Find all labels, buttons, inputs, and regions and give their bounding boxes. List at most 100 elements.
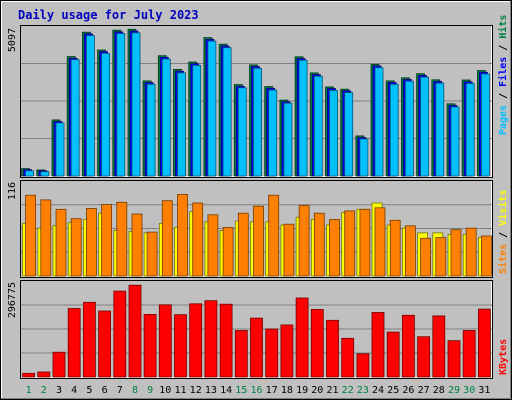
top-panel-ymax-label: 5097 (7, 28, 18, 52)
bar-kbytes-day-29 (447, 340, 461, 378)
bar-pages-day-1 (25, 170, 35, 177)
bar-sites-day-29 (450, 229, 462, 277)
bar-sites-day-4 (70, 218, 82, 277)
x-tick-label-10: 10 (159, 385, 171, 396)
panel-middle (20, 180, 493, 278)
bar-kbytes-day-19 (295, 297, 309, 378)
x-axis-day-labels: 1 2 3 4 5 6 7 8 9 10 11 12 13 14 15 16 17 18 19 20 21 22 23 24 2… (26, 385, 491, 396)
bar-kbytes-day-7 (113, 290, 127, 378)
bar-pages-day-30 (465, 83, 475, 177)
bar-pages-day-7 (116, 33, 126, 177)
bar-sites-day-21 (329, 219, 340, 277)
bar-pages-day-10 (161, 58, 171, 177)
x-tick-label-12: 12 (190, 385, 202, 396)
bar-kbytes-day-14 (219, 303, 233, 378)
bar-sites-day-11 (177, 193, 188, 277)
bar-sites-day-24 (374, 207, 386, 277)
bar-pages-day-2 (40, 171, 50, 177)
x-tick-label-20: 20 (311, 385, 323, 396)
bar-sites-day-9 (146, 231, 158, 277)
bar-pages-day-24 (374, 67, 384, 177)
bar-sites-day-1 (25, 194, 37, 277)
bar-sites-day-22 (344, 210, 356, 277)
bar-pages-day-14 (222, 47, 232, 177)
x-tick-label-8: 8 (132, 385, 138, 396)
x-tick-label-7: 7 (117, 385, 123, 396)
bar-kbytes-day-8 (128, 284, 142, 378)
x-tick-label-4: 4 (71, 385, 77, 396)
bar-kbytes-day-10 (158, 304, 172, 378)
x-tick-label-6: 6 (102, 385, 108, 396)
bar-sites-day-10 (161, 200, 173, 277)
bar-pages-day-18 (283, 102, 293, 177)
bar-pages-day-9 (146, 83, 156, 177)
bar-sites-day-8 (131, 213, 143, 277)
bar-sites-day-28 (435, 237, 447, 277)
bar-sites-day-15 (237, 212, 249, 277)
legend-kbytes: KBytes (498, 339, 509, 375)
panel-top (20, 25, 493, 178)
bar-pages-day-4 (70, 59, 80, 177)
x-tick-label-26: 26 (402, 385, 414, 396)
bar-kbytes-day-23 (356, 353, 370, 378)
x-tick-label-18: 18 (281, 385, 293, 396)
middle-panel-legend: Sites / Visits (497, 190, 509, 274)
x-tick-label-13: 13 (205, 385, 217, 396)
bar-sites-day-18 (283, 223, 295, 277)
bar-pages-day-31 (480, 73, 490, 177)
bar-kbytes-day-30 (462, 330, 476, 378)
x-tick-label-11: 11 (174, 385, 186, 396)
bar-pages-day-6 (101, 53, 110, 177)
bar-pages-day-22 (344, 92, 354, 177)
x-tick-label-30: 30 (463, 385, 475, 396)
bar-sites-day-16 (253, 205, 264, 277)
legend-pages: Pages (498, 105, 509, 135)
bar-sites-day-23 (359, 208, 371, 277)
bar-sites-day-20 (313, 212, 325, 277)
chart-title: Daily usage for July 2023 (18, 8, 199, 22)
bar-sites-day-14 (222, 226, 234, 277)
bar-pages-day-29 (450, 106, 460, 177)
x-tick-label-9: 9 (147, 385, 153, 396)
bar-sites-day-5 (86, 208, 97, 277)
bar-pages-day-11 (177, 72, 186, 177)
bar-pages-day-25 (389, 83, 399, 177)
bar-kbytes-day-12 (189, 303, 203, 378)
x-tick-label-19: 19 (296, 385, 308, 396)
x-tick-label-16: 16 (250, 385, 262, 396)
x-tick-label-2: 2 (41, 385, 47, 396)
bar-kbytes-day-9 (143, 313, 157, 378)
bar-kbytes-day-2 (37, 371, 51, 378)
bar-sites-day-25 (389, 219, 401, 277)
bar-kbytes-day-13 (204, 300, 218, 378)
x-tick-label-5: 5 (86, 385, 92, 396)
bar-sites-day-12 (192, 202, 204, 277)
bar-kbytes-day-4 (67, 308, 81, 378)
bottom-panel-legend: KBytes (498, 339, 509, 375)
x-tick-label-23: 23 (357, 385, 369, 396)
bar-sites-day-17 (268, 194, 280, 277)
bar-kbytes-day-17 (265, 328, 279, 378)
bar-pages-day-3 (55, 122, 65, 177)
x-tick-label-15: 15 (235, 385, 247, 396)
x-tick-label-3: 3 (56, 385, 62, 396)
bottom-panel-ymax-label: 296775 (7, 282, 18, 318)
bar-pages-day-21 (329, 90, 338, 177)
bar-pages-day-27 (420, 76, 430, 177)
bar-pages-day-12 (192, 65, 202, 177)
bar-kbytes-day-18 (280, 324, 294, 378)
bar-kbytes-day-1 (22, 372, 36, 378)
panel-bottom (20, 280, 493, 379)
bar-kbytes-day-5 (83, 301, 96, 378)
bar-kbytes-day-20 (310, 308, 324, 378)
bar-pages-day-5 (86, 35, 95, 177)
bar-sites-day-7 (116, 201, 128, 277)
bar-pages-day-16 (253, 67, 262, 177)
x-tick-label-22: 22 (342, 385, 354, 396)
legend-hits: Hits (497, 15, 509, 39)
bar-pages-day-17 (268, 89, 278, 177)
bar-kbytes-day-3 (52, 351, 66, 378)
x-tick-label-1: 1 (26, 385, 32, 396)
bar-sites-day-30 (465, 227, 477, 277)
